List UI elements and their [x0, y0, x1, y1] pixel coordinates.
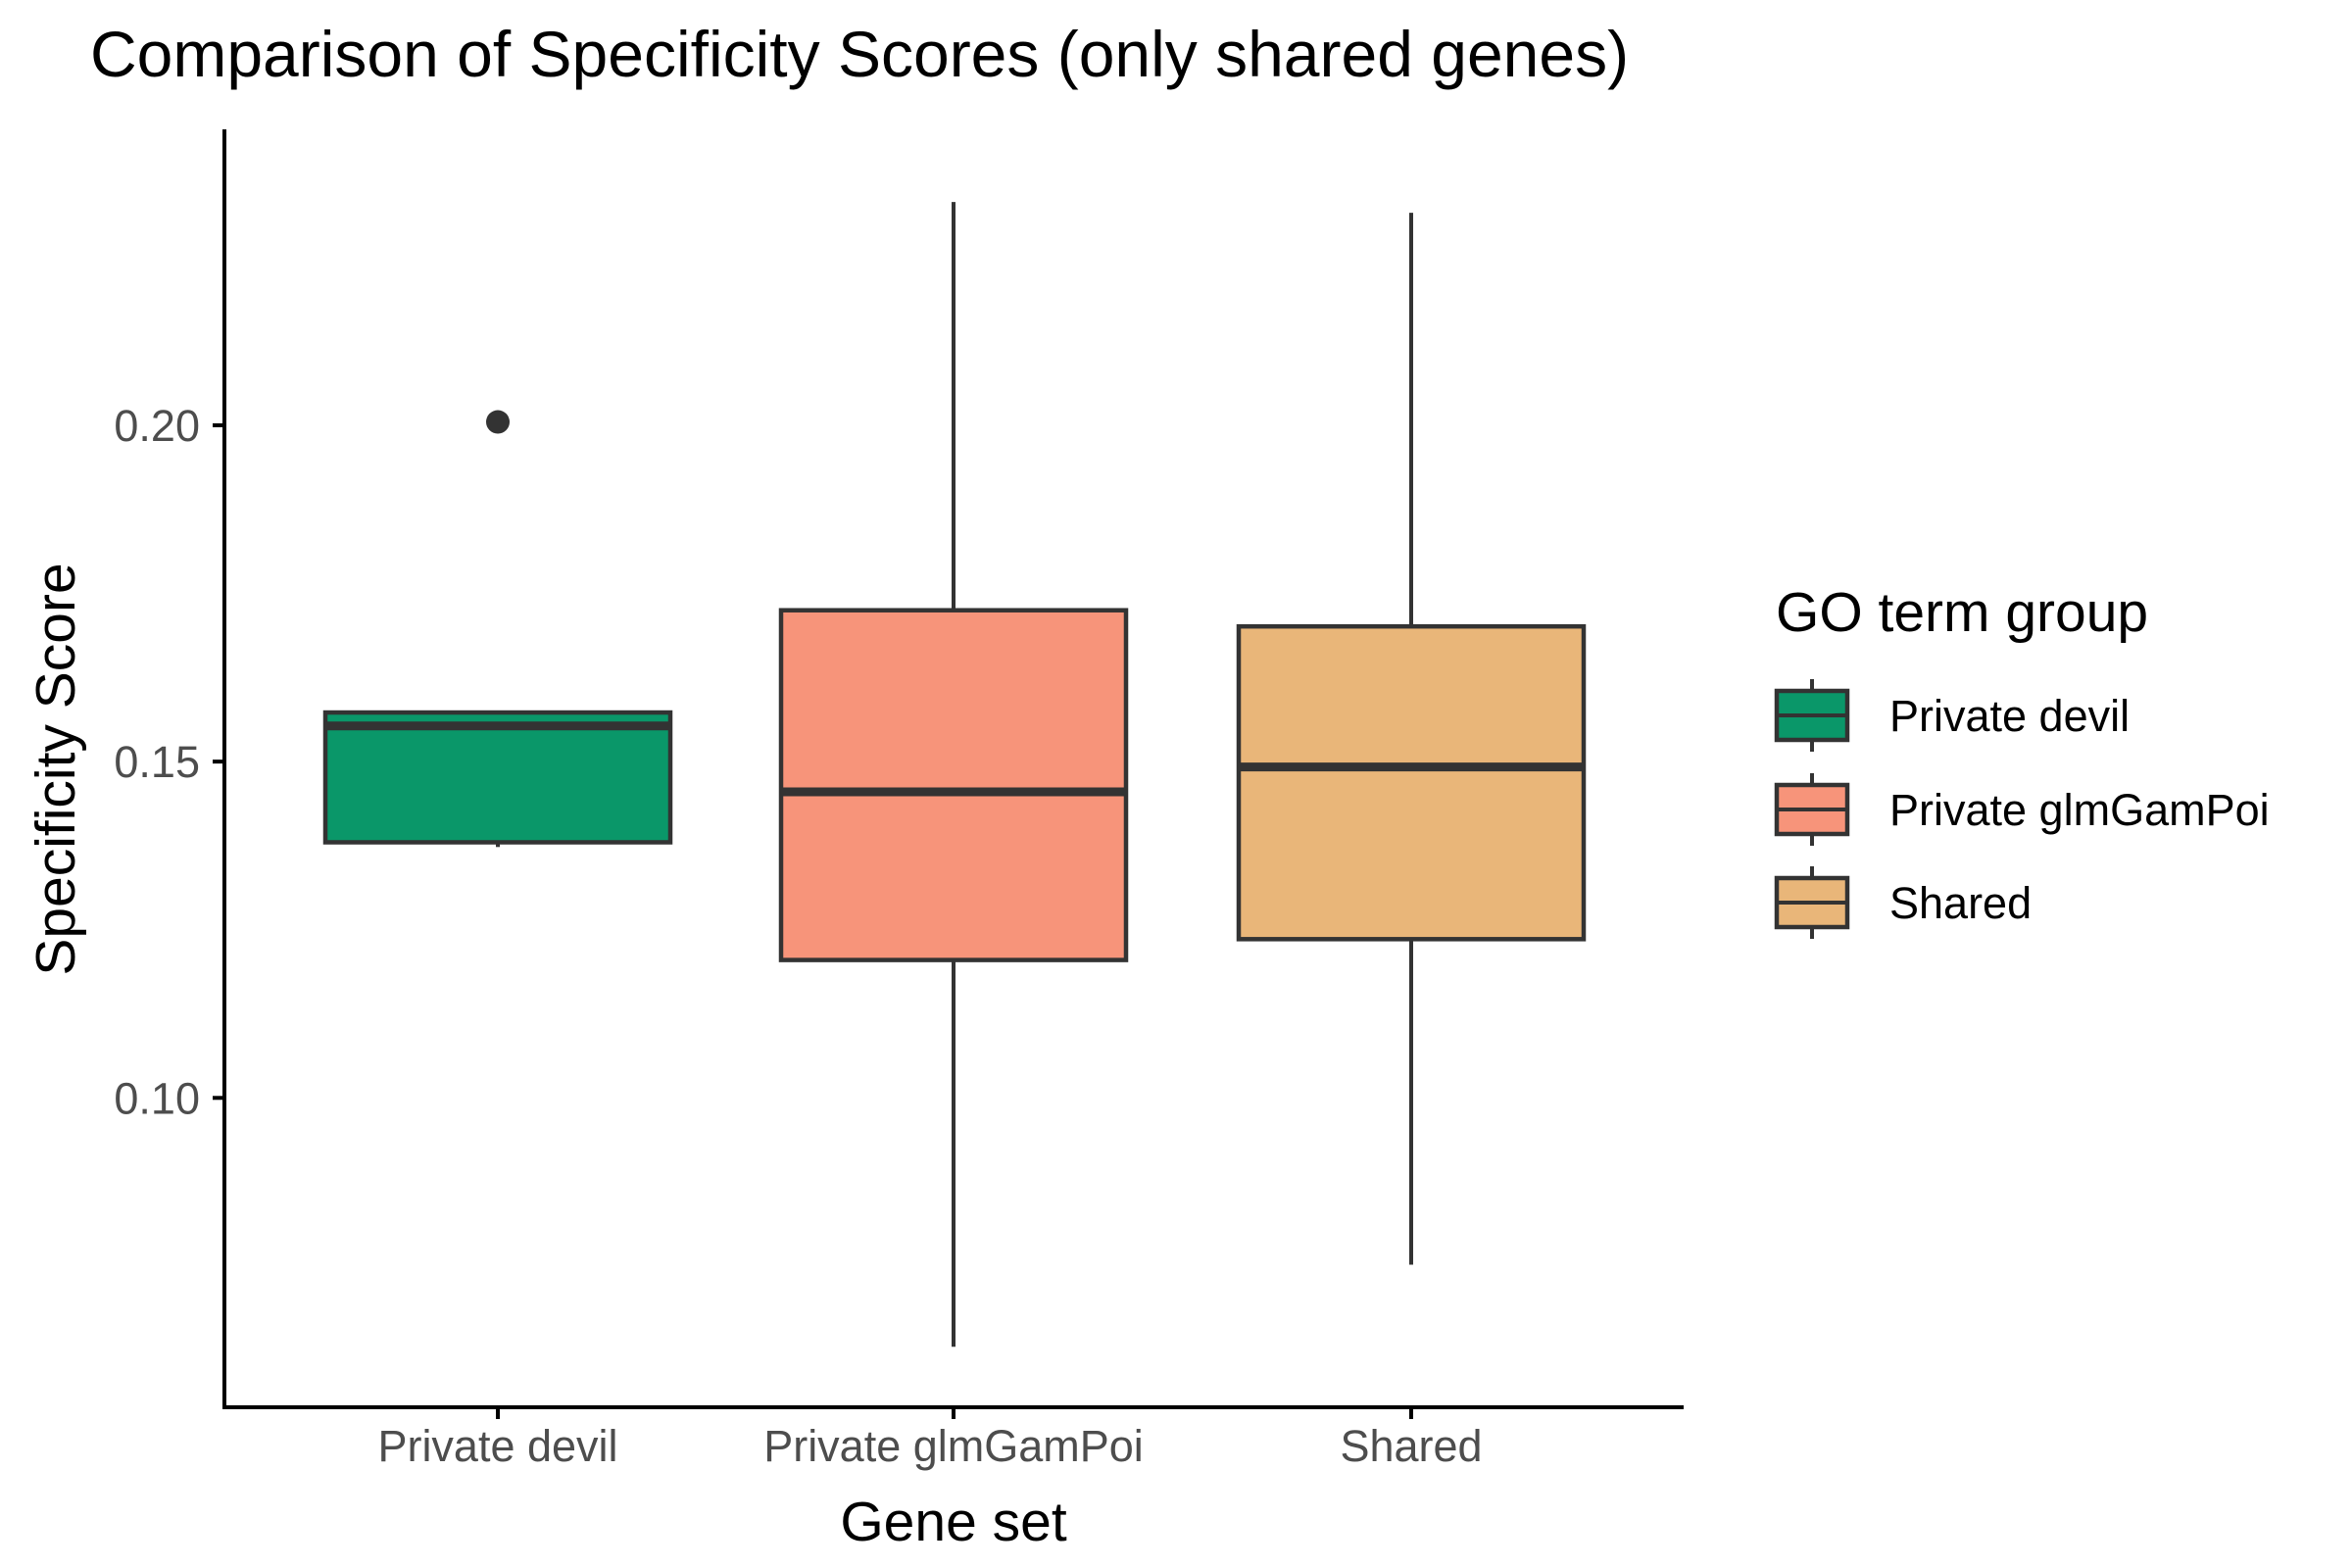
plot-area	[322, 202, 1587, 1348]
x-tick-label: Shared	[1340, 1421, 1482, 1471]
x-tick-label: Private glmGamPoi	[763, 1421, 1144, 1471]
box-group-shared	[1236, 213, 1587, 1265]
legend-item-shared: Shared	[1774, 866, 2032, 939]
box	[778, 608, 1129, 962]
box	[322, 710, 673, 845]
legend-label: Private glmGamPoi	[1889, 785, 2270, 835]
legend-items: Private devil Private glmGamPoi Shared	[1774, 679, 2270, 939]
y-axis-ticks: 0.10 0.15 0.20	[114, 401, 224, 1123]
y-tick-label: 0.10	[114, 1073, 200, 1123]
box	[1236, 623, 1587, 942]
outlier-point	[486, 410, 510, 434]
y-tick-label: 0.20	[114, 401, 200, 451]
x-tick-label: Private devil	[377, 1421, 617, 1471]
y-axis-title: Specificity Score	[24, 563, 87, 975]
legend: GO term group Private devil Private glmGa…	[1774, 581, 2270, 939]
box-group-private-glmgampoi	[778, 202, 1129, 1348]
legend-label: Shared	[1889, 878, 2032, 928]
x-axis-title: Gene set	[840, 1491, 1066, 1553]
y-tick-label: 0.15	[114, 737, 200, 787]
chart-title: Comparison of Specificity Scores (only s…	[90, 18, 1629, 90]
legend-label: Private devil	[1889, 691, 2130, 741]
box-group-private-devil	[322, 410, 673, 848]
legend-item-private-glmgampoi: Private glmGamPoi	[1774, 773, 2270, 846]
legend-item-private-devil: Private devil	[1774, 679, 2130, 752]
x-axis-ticks: Private devil Private glmGamPoi Shared	[377, 1407, 1483, 1471]
legend-title: GO term group	[1776, 581, 2148, 644]
